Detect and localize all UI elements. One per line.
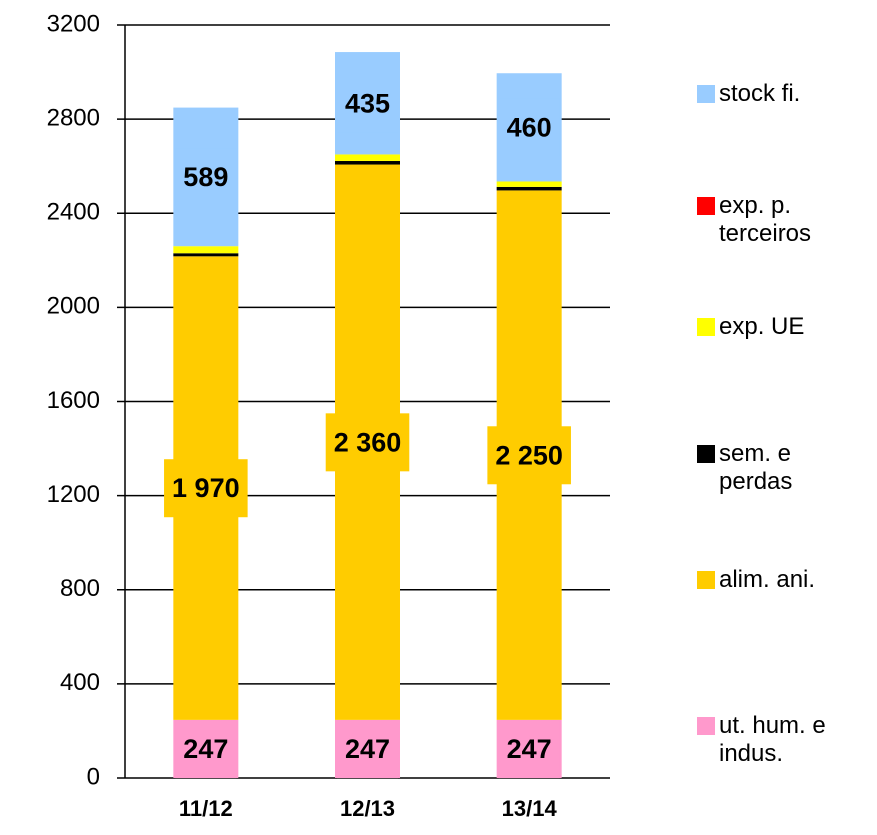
y-tick-label: 0 bbox=[87, 763, 100, 790]
data-label-bg bbox=[175, 720, 237, 779]
legend-label: ut. hum. e indus. bbox=[719, 712, 826, 767]
bar-segment bbox=[173, 253, 239, 257]
y-tick-label: 2400 bbox=[47, 199, 100, 226]
bar-segment bbox=[335, 154, 400, 162]
data-label: 1 970 bbox=[172, 473, 240, 503]
legend-label: stock fi. bbox=[719, 80, 801, 107]
data-label-bg bbox=[325, 413, 410, 472]
legend-swatch bbox=[697, 445, 715, 463]
data-label-bg bbox=[336, 720, 399, 779]
y-tick-label: 3200 bbox=[47, 10, 100, 37]
bar-segment bbox=[173, 246, 239, 254]
legend-label: sem. e perdas bbox=[719, 440, 793, 495]
legend-entry: exp. UE bbox=[697, 313, 859, 341]
legend-label: alim. ani. bbox=[719, 566, 816, 593]
y-tick-label: 1200 bbox=[47, 481, 100, 508]
data-label-bg bbox=[487, 426, 571, 485]
data-label: 460 bbox=[507, 112, 552, 142]
legend-swatch bbox=[697, 318, 715, 336]
x-tick-label: 12/13 bbox=[340, 796, 395, 821]
data-label: 589 bbox=[183, 162, 228, 192]
data-label-bg bbox=[498, 98, 560, 157]
data-label-bg bbox=[175, 148, 237, 207]
x-tick-label: 13/14 bbox=[502, 796, 558, 821]
y-tick-label: 800 bbox=[60, 575, 100, 602]
data-label: 247 bbox=[507, 734, 552, 764]
bar-segment bbox=[496, 186, 562, 191]
x-tick-label: 11/12 bbox=[179, 796, 233, 821]
legend-entry: alim. ani. bbox=[697, 566, 859, 594]
bar-segment bbox=[335, 161, 400, 165]
data-label: 2 360 bbox=[334, 427, 402, 457]
data-label-bg bbox=[164, 459, 248, 518]
y-tick-label: 1600 bbox=[47, 387, 100, 414]
legend-entry: sem. e perdas bbox=[697, 440, 859, 496]
legend-entry: stock fi. bbox=[697, 80, 859, 108]
y-tick-label: 2000 bbox=[47, 293, 100, 320]
y-tick-label: 2800 bbox=[47, 104, 100, 131]
data-label: 247 bbox=[345, 734, 390, 764]
labels: 247 1 970 589 247 2 360 435 247 2 250 460 bbox=[164, 74, 571, 779]
data-label-bg bbox=[498, 720, 560, 779]
data-label: 2 250 bbox=[495, 440, 563, 470]
legend-label: exp. UE bbox=[719, 313, 805, 340]
legend-swatch bbox=[697, 197, 715, 215]
legend-entry: ut. hum. e indus. bbox=[697, 712, 859, 768]
data-label: 247 bbox=[183, 734, 228, 764]
legend-label: exp. p. terceiros bbox=[719, 192, 812, 247]
data-label: 435 bbox=[345, 88, 390, 118]
bar-segment bbox=[496, 181, 562, 187]
legend-swatch bbox=[697, 85, 715, 103]
legend-swatch bbox=[697, 717, 715, 735]
legend-entry: exp. p. terceiros bbox=[697, 192, 859, 248]
y-tick-label: 400 bbox=[60, 669, 100, 696]
legend-swatch bbox=[697, 571, 715, 589]
data-label-bg bbox=[336, 74, 399, 133]
